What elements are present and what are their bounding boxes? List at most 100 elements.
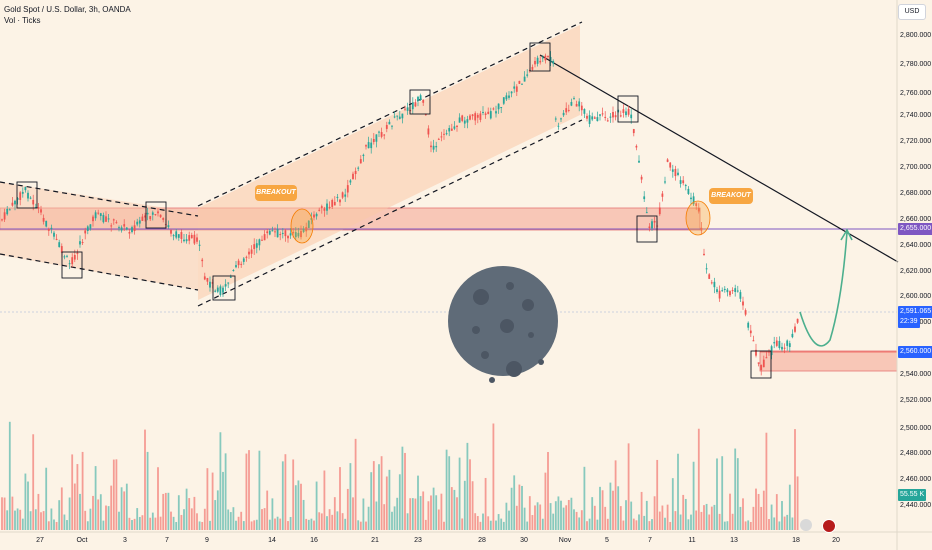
price-tick-label: 2,460.000 bbox=[900, 476, 932, 483]
volume-bar bbox=[440, 493, 443, 530]
candle-body bbox=[79, 241, 81, 245]
candle-body bbox=[398, 116, 401, 119]
volume-bar bbox=[448, 456, 451, 530]
volume-bar bbox=[518, 484, 521, 530]
volume-bar bbox=[81, 451, 84, 530]
volume-bar bbox=[92, 495, 94, 530]
volume-bar bbox=[515, 505, 518, 530]
volume-bar bbox=[653, 496, 656, 530]
candle-body bbox=[427, 128, 430, 135]
candle-body bbox=[305, 227, 308, 232]
volume-bar bbox=[580, 510, 583, 530]
volume-bar bbox=[159, 516, 162, 530]
candle-body bbox=[770, 346, 773, 356]
candle-body bbox=[703, 253, 705, 256]
volume-bar bbox=[593, 505, 596, 530]
volume-bar bbox=[24, 473, 27, 530]
volume-bar bbox=[775, 494, 778, 530]
us-flag-icon[interactable] bbox=[822, 519, 836, 533]
volume-bar bbox=[378, 464, 380, 530]
volume-bar bbox=[736, 458, 739, 530]
candle-body bbox=[385, 125, 388, 129]
candle-body bbox=[401, 113, 404, 119]
candle-body bbox=[193, 234, 196, 244]
candle-body bbox=[635, 145, 638, 148]
volume-bar bbox=[409, 498, 412, 530]
candle-body bbox=[203, 276, 206, 280]
candle-body bbox=[224, 284, 227, 287]
volume-bar bbox=[3, 497, 6, 530]
candle-body bbox=[209, 281, 211, 288]
volume-bar bbox=[97, 499, 100, 530]
volume-bar bbox=[765, 432, 768, 530]
volume-bar bbox=[131, 520, 133, 530]
volume-bar bbox=[757, 493, 760, 530]
indicator-title[interactable]: Vol · Ticks bbox=[4, 16, 41, 25]
volume-bar bbox=[352, 497, 354, 530]
news-icon[interactable] bbox=[800, 519, 812, 531]
volume-bar bbox=[125, 483, 128, 530]
volume-bar bbox=[703, 505, 705, 530]
candle-body bbox=[786, 340, 789, 346]
time-tick-label: 27 bbox=[36, 537, 44, 544]
volume-bar bbox=[544, 472, 547, 530]
volume-bar bbox=[175, 521, 178, 530]
volume-bar bbox=[682, 494, 685, 530]
volume-bar bbox=[388, 469, 391, 530]
volume-bar bbox=[573, 509, 575, 530]
price-tick-label: 2,540.000 bbox=[900, 371, 932, 378]
candle-body bbox=[250, 249, 253, 254]
currency-button[interactable]: USD bbox=[898, 4, 926, 20]
volume-bar bbox=[669, 521, 672, 530]
candle-body bbox=[289, 233, 292, 236]
candle-body bbox=[549, 56, 552, 63]
volume-bar bbox=[58, 500, 61, 530]
candle-body bbox=[219, 286, 222, 295]
price-tick-label: 2,640.000 bbox=[900, 242, 932, 249]
volume-bar bbox=[679, 514, 682, 530]
candle-body bbox=[510, 91, 513, 94]
volume-bar bbox=[201, 521, 204, 530]
volume-bar bbox=[261, 509, 263, 530]
volume-bar bbox=[250, 521, 253, 530]
candle-body bbox=[172, 235, 175, 237]
candle-body bbox=[760, 365, 763, 370]
volume-bar bbox=[167, 492, 170, 530]
candle-body bbox=[419, 95, 422, 100]
candle-body bbox=[736, 290, 739, 292]
candle-body bbox=[562, 112, 565, 116]
price-tick-label: 2,740.000 bbox=[900, 112, 932, 119]
volume-bar bbox=[313, 520, 315, 530]
candle-body bbox=[643, 196, 646, 200]
candle-body bbox=[716, 289, 718, 292]
volume-bar bbox=[723, 521, 726, 530]
candle-body bbox=[185, 239, 188, 242]
candle-body bbox=[3, 212, 6, 220]
volume-bar bbox=[305, 518, 308, 530]
volume-bar bbox=[60, 487, 63, 530]
volume-bar bbox=[19, 509, 22, 530]
volume-bar bbox=[240, 511, 243, 530]
volume-bar bbox=[638, 514, 640, 530]
volume-bar bbox=[643, 515, 646, 530]
time-tick-label: 5 bbox=[605, 537, 609, 544]
candle-body bbox=[37, 207, 40, 209]
candle-body bbox=[396, 115, 399, 117]
candle-body bbox=[596, 117, 599, 122]
volume-bar bbox=[339, 467, 341, 530]
candle-body bbox=[749, 330, 752, 334]
time-tick-label: 7 bbox=[165, 537, 169, 544]
candle-body bbox=[237, 260, 240, 266]
volume-bar bbox=[476, 516, 479, 530]
volume-bar bbox=[32, 434, 35, 530]
volume-bar bbox=[411, 498, 414, 530]
volume-bar bbox=[484, 477, 487, 530]
candle-body bbox=[471, 114, 474, 117]
candle-body bbox=[367, 142, 370, 149]
volume-bar bbox=[604, 506, 607, 530]
symbol-title[interactable]: Gold Spot / U.S. Dollar, 3h, OANDA bbox=[4, 5, 131, 14]
downtrend-line bbox=[539, 54, 899, 263]
candle-body bbox=[469, 115, 471, 120]
candle-body bbox=[84, 230, 87, 234]
